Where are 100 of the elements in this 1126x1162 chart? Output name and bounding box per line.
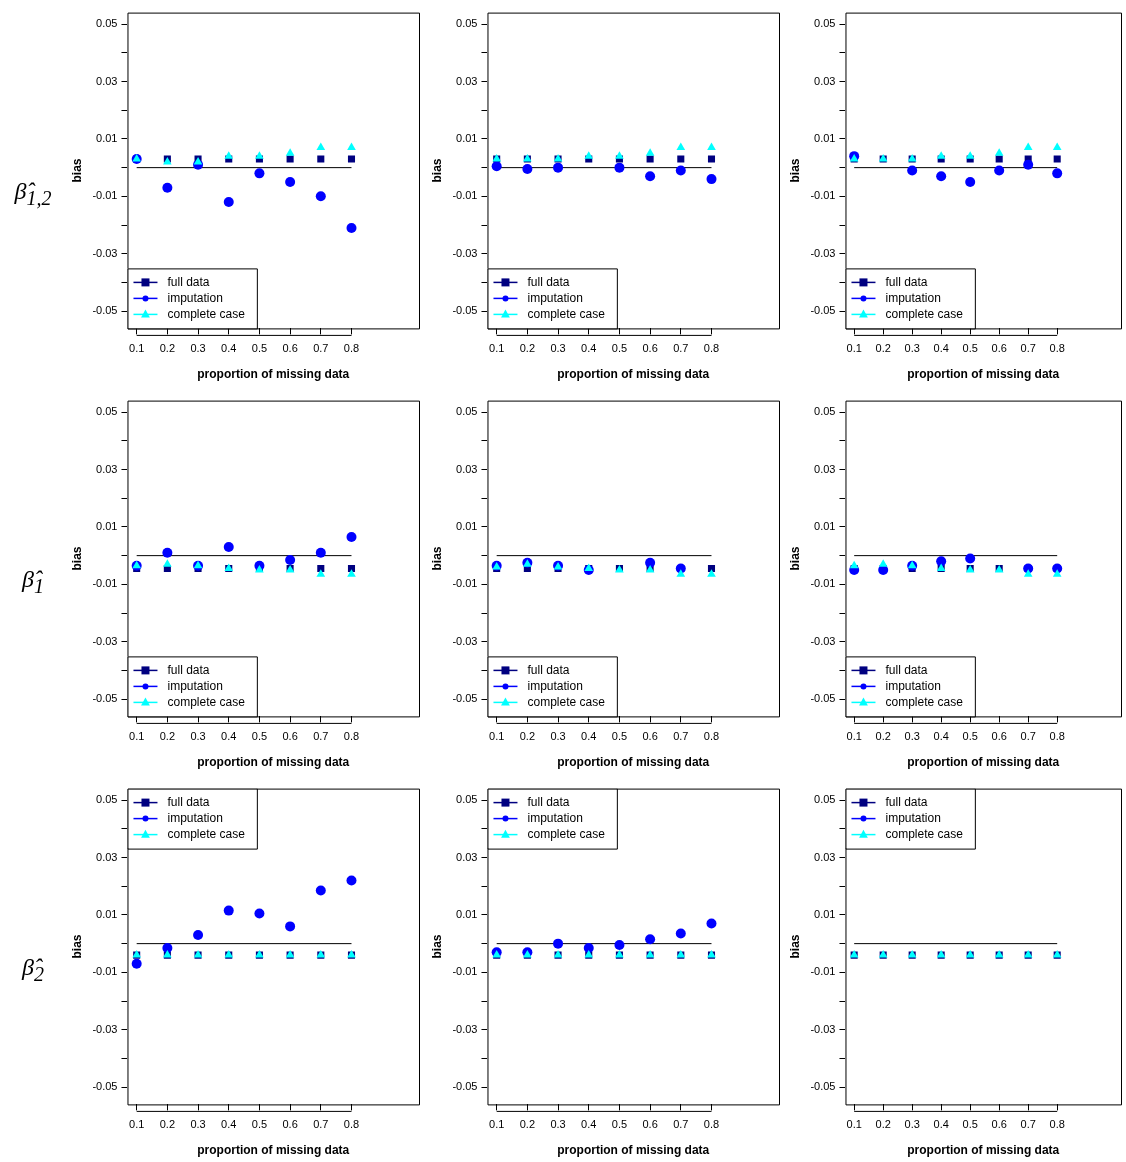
y-tick-label: -0.03	[92, 634, 118, 647]
x-tick-label: 0.3	[190, 1118, 206, 1131]
legend-label: full data	[167, 274, 210, 289]
x-tick-label: 0.6	[642, 730, 658, 743]
x-tick-label: 0.7	[673, 342, 689, 355]
legend-label: full data	[885, 274, 928, 289]
y-tick-label: -0.01	[92, 577, 118, 590]
legend-label: imputation	[527, 290, 583, 305]
y-tick-label: 0.01	[456, 907, 478, 920]
x-tick-label: 0.7	[313, 730, 329, 743]
x-tick-label: 0.1	[489, 342, 505, 355]
y-tick-label: 0.01	[96, 131, 118, 144]
x-tick-label: 0.6	[991, 342, 1007, 355]
y-tick-label: 0.01	[96, 519, 118, 532]
x-tick-label: 0.6	[282, 342, 298, 355]
x-tick-label: 0.1	[846, 1118, 862, 1131]
legend-label: complete case	[527, 306, 606, 321]
y-tick-label: 0.05	[814, 793, 836, 806]
x-tick-label: 0.5	[962, 730, 978, 743]
x-tick-label: 0.5	[611, 730, 628, 743]
legend-label: complete case	[885, 306, 964, 321]
x-tick-label: 0.4	[933, 730, 949, 743]
y-tick-label: -0.05	[810, 304, 836, 317]
x-tick-label: 0.3	[904, 342, 920, 355]
x-tick-label: 0.1	[129, 1118, 145, 1131]
x-tick-label: 0.1	[129, 342, 145, 355]
y-tick-label: 0.01	[456, 519, 478, 532]
x-tick-label: 0.4	[221, 730, 237, 743]
x-tick-label: 0.7	[673, 730, 689, 743]
y-tick-label: 0.03	[814, 850, 836, 863]
legend-label: full data	[527, 794, 570, 809]
x-tick-label: 0.6	[991, 730, 1007, 743]
y-axis-title: bias	[69, 158, 84, 183]
y-axis-title: bias	[787, 934, 802, 959]
legend-label: imputation	[885, 290, 941, 305]
y-tick-label: 0.01	[814, 907, 836, 920]
x-axis-title: proportion of missing data	[907, 1143, 1060, 1158]
x-tick-label: 0.8	[343, 342, 360, 355]
x-tick-label: 0.8	[1049, 730, 1065, 743]
legend-label: complete case	[527, 694, 606, 709]
y-tick-label: -0.05	[452, 692, 478, 705]
y-tick-label: 0.05	[814, 405, 836, 418]
legend-label: complete case	[167, 694, 246, 709]
y-tick-label: -0.01	[92, 189, 118, 202]
y-tick-label: 0.05	[96, 793, 118, 806]
y-tick-label: -0.03	[810, 246, 836, 259]
legend-label: complete case	[885, 694, 964, 709]
x-axis-title: proportion of missing data	[557, 1143, 710, 1158]
x-tick-label: 0.3	[550, 1118, 566, 1131]
y-tick-label: 0.05	[456, 17, 478, 30]
x-tick-label: 0.1	[129, 730, 145, 743]
x-tick-label: 0.1	[489, 1118, 505, 1131]
x-tick-label: 0.3	[190, 730, 206, 743]
text: β̂$_{2}$	[20, 954, 45, 986]
legend-label: complete case	[527, 826, 606, 841]
x-tick-label: 0.2	[875, 730, 891, 743]
text: β̂$_{1,2}$	[13, 178, 53, 210]
legend-label: imputation	[167, 678, 223, 693]
x-tick-label: 0.2	[519, 1118, 536, 1131]
y-axis-title: bias	[429, 158, 444, 183]
x-tick-label: 0.6	[282, 1118, 298, 1131]
x-tick-label: 0.5	[962, 1118, 978, 1131]
y-tick-label: -0.01	[810, 189, 836, 202]
y-tick-label: 0.03	[96, 850, 118, 863]
y-tick-label: -0.03	[452, 634, 478, 647]
legend-label: complete case	[885, 826, 964, 841]
y-tick-label: 0.03	[456, 850, 478, 863]
x-tick-label: 0.4	[581, 1118, 597, 1131]
legend-label: full data	[885, 794, 928, 809]
x-tick-label: 0.4	[933, 342, 949, 355]
x-axis-title: proportion of missing data	[907, 367, 1060, 382]
x-tick-label: 0.3	[904, 1118, 920, 1131]
y-tick-label: -0.01	[452, 965, 478, 978]
x-tick-label: 0.4	[933, 1118, 949, 1131]
y-tick-label: -0.01	[810, 965, 836, 978]
y-tick-label: 0.01	[814, 131, 836, 144]
legend-label: imputation	[885, 678, 941, 693]
y-tick-label: 0.05	[96, 405, 118, 418]
x-tick-label: 0.8	[1049, 1118, 1065, 1131]
legend-label: imputation	[527, 810, 583, 825]
y-tick-label: 0.03	[814, 74, 836, 87]
legend-label: imputation	[885, 810, 941, 825]
y-tick-label: -0.01	[810, 577, 836, 590]
x-tick-label: 0.2	[519, 730, 536, 743]
legend-label: full data	[885, 662, 928, 677]
y-tick-label: 0.03	[96, 462, 118, 475]
x-tick-label: 0.8	[703, 1118, 720, 1131]
y-axis-title: bias	[429, 934, 444, 959]
legend-label: imputation	[167, 290, 223, 305]
x-axis-title: proportion of missing data	[557, 367, 710, 382]
y-tick-label: -0.05	[810, 692, 836, 705]
y-tick-label: -0.01	[92, 965, 118, 978]
y-axis-title: bias	[429, 546, 444, 571]
x-tick-label: 0.2	[159, 342, 176, 355]
y-tick-label: -0.05	[810, 1080, 836, 1093]
x-tick-label: 0.7	[1020, 1118, 1036, 1131]
x-tick-label: 0.3	[904, 730, 920, 743]
y-tick-label: 0.03	[814, 462, 836, 475]
y-tick-label: -0.03	[810, 1022, 836, 1035]
x-tick-label: 0.7	[1020, 730, 1036, 743]
